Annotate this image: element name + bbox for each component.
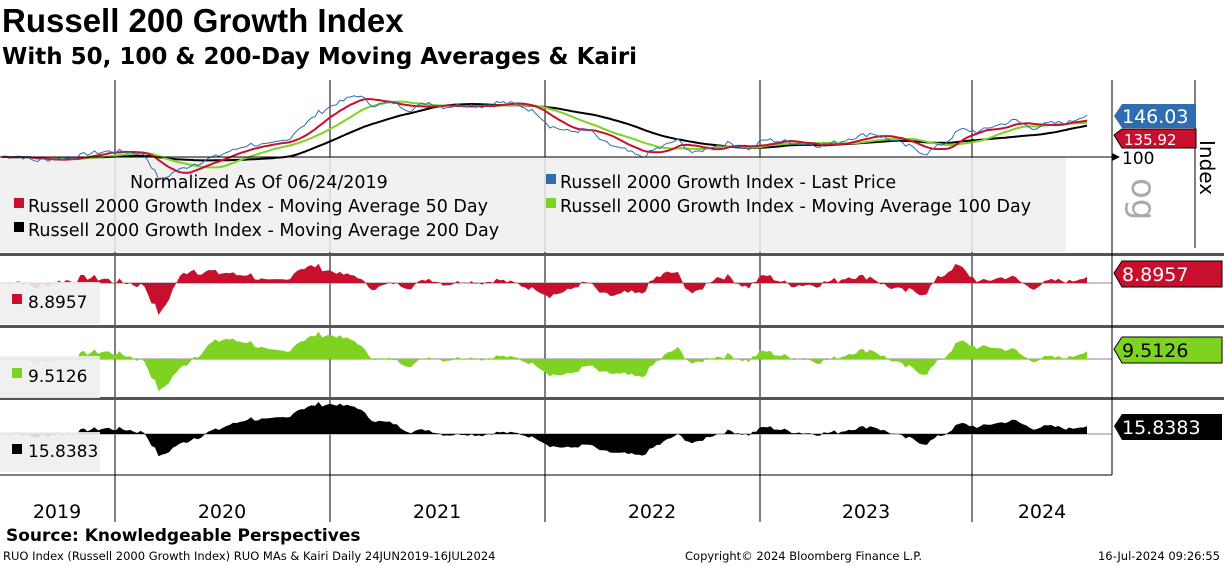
kairi100-area (2, 331, 1087, 391)
x-tick-label: 2023 (842, 501, 890, 523)
legend-ma200: Russell 2000 Growth Index - Moving Avera… (28, 221, 499, 241)
y-axis-label: Index (1195, 140, 1219, 195)
legend-ma50: Russell 2000 Growth Index - Moving Avera… (28, 197, 488, 217)
legend-box (0, 157, 1066, 252)
x-tick-label: 2024 (1018, 501, 1066, 523)
legend-swatch-price (546, 174, 556, 184)
panel-separator (0, 397, 1224, 400)
kairi200-legend: 15.8383 (28, 442, 98, 462)
kairi200-last: 15.8383 (1122, 417, 1201, 439)
legend-swatch-ma200 (14, 222, 24, 232)
chart-subtitle: With 50, 100 & 200-Day Moving Averages &… (2, 44, 638, 70)
y-ref-label: 100 (1122, 149, 1154, 169)
kairi50-last: 8.8957 (1122, 264, 1188, 286)
kairi50-area (2, 263, 1087, 315)
legend-ma100: Russell 2000 Growth Index - Moving Avera… (560, 197, 1031, 217)
footer-timestamp: 16-Jul-2024 09:26:55 (1097, 549, 1220, 563)
ma50-last-tag (1113, 128, 1197, 149)
chart-title: Russell 200 Growth Index (2, 2, 404, 39)
price-last-label: 146.03 (1122, 106, 1188, 128)
price-last-tag (1114, 104, 1196, 128)
panel-separator (0, 253, 1224, 256)
kairi100-last: 9.5126 (1122, 340, 1188, 362)
kairi200-area (2, 402, 1087, 457)
footer-copyright: Copyright© 2024 Bloomberg Finance L.P. (685, 549, 922, 563)
source-note: Source: Knowledgeable Perspectives (6, 526, 361, 546)
watermark: og (1123, 178, 1163, 220)
kairi200-tag (1114, 414, 1222, 440)
price-line (1, 95, 1088, 180)
kairi100-tag (1113, 336, 1223, 364)
kairi50-legend: 8.8957 (28, 293, 87, 313)
footer-left: RUO Index (Russell 2000 Growth Index) RU… (3, 549, 496, 563)
legend-swatch-ma50 (14, 198, 24, 208)
x-tick-label: 2020 (198, 501, 246, 523)
x-tick-label: 2019 (33, 501, 81, 523)
kairi50-tag (1113, 260, 1223, 288)
legend-price: Russell 2000 Growth Index - Last Price (560, 173, 896, 193)
panel-separator (0, 325, 1224, 328)
normalized-note: Normalized As Of 06/24/2019 (130, 173, 388, 193)
kairi100-legend: 9.5126 (28, 367, 87, 387)
x-tick-label: 2022 (628, 501, 676, 523)
legend-swatch-ma100 (546, 198, 556, 208)
ma50-line (1, 97, 1088, 174)
ma50-last-label: 135.92 (1124, 131, 1177, 149)
x-tick-label: 2021 (413, 501, 461, 523)
